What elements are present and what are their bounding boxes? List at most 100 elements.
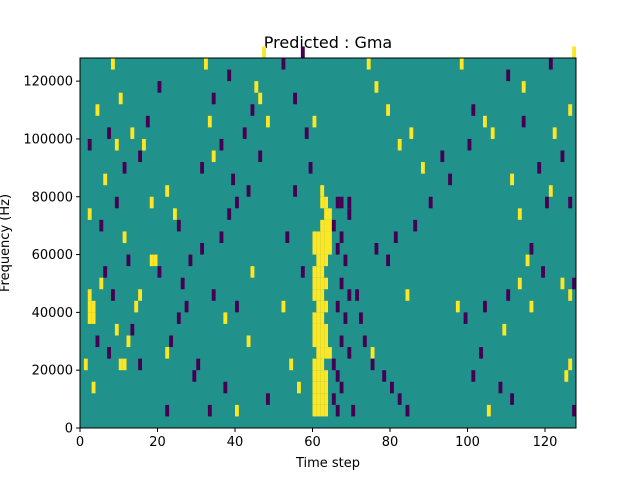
heatmap-cell <box>227 69 232 82</box>
heatmap-cell <box>455 300 460 313</box>
y-tick-label: 40000 <box>32 306 73 321</box>
heatmap-cell <box>87 208 92 220</box>
heatmap-cell <box>521 115 526 128</box>
heatmap-cell <box>300 46 305 58</box>
heatmap-cell <box>122 358 127 371</box>
heatmap-cell <box>386 104 391 116</box>
heatmap-cell <box>324 277 329 290</box>
heatmap-cell <box>180 277 185 290</box>
heatmap-cell <box>107 347 112 359</box>
heatmap-cell <box>316 289 321 301</box>
heatmap-cell <box>316 358 321 371</box>
heatmap-cell <box>320 300 325 313</box>
heatmap-cell <box>114 138 119 151</box>
x-axis-label: Time step <box>295 456 360 471</box>
heatmap-cell <box>548 58 553 70</box>
heatmap-cell <box>510 393 515 405</box>
heatmap-cell <box>382 370 387 382</box>
heatmap-cell <box>293 185 298 197</box>
heatmap-cell <box>324 335 329 348</box>
heatmap-cell <box>207 115 212 128</box>
heatmap-cell <box>138 289 143 301</box>
heatmap-cell <box>428 196 433 209</box>
heatmap-cell <box>568 104 573 116</box>
y-tick-label: 0 <box>65 422 73 437</box>
heatmap-cell <box>95 335 100 348</box>
heatmap-cell <box>471 370 476 382</box>
chart-title: Predicted : Gma <box>264 33 392 52</box>
heatmap-cell <box>467 138 472 151</box>
heatmap-cell <box>169 335 174 348</box>
heatmap-cell <box>138 358 143 371</box>
heatmap-cell <box>320 219 325 232</box>
heatmap-cell <box>324 243 329 255</box>
heatmap-cell <box>413 219 418 232</box>
heatmap-cell <box>320 393 325 405</box>
heatmap-cell <box>231 173 236 186</box>
heatmap-cell <box>304 127 309 139</box>
heatmap-cell <box>320 347 325 359</box>
heatmap-cell <box>312 243 317 255</box>
heatmap-cell <box>316 381 321 394</box>
heatmap-cell <box>293 92 298 105</box>
heatmap-cell <box>312 370 317 382</box>
heatmap-cell <box>386 254 391 267</box>
heatmap-cell <box>320 196 325 209</box>
heatmap-cell <box>312 266 317 278</box>
heatmap-cell <box>498 381 503 394</box>
heatmap-cell <box>355 289 360 301</box>
heatmap-cell <box>320 243 325 255</box>
heatmap-cell <box>459 58 464 70</box>
heatmap-cell <box>510 173 515 186</box>
heatmap-cell <box>87 312 92 324</box>
heatmap-cell <box>541 266 546 278</box>
heatmap-cell <box>320 231 325 243</box>
heatmap-cell <box>548 185 553 197</box>
heatmap-cell <box>502 323 507 336</box>
heatmap-cell <box>324 254 329 267</box>
heatmap-cell <box>320 289 325 301</box>
heatmap-cell <box>211 289 216 301</box>
heatmap-cell <box>339 231 344 243</box>
y-axis-label: Frequency (Hz) <box>0 194 13 292</box>
heatmap-cell <box>405 404 410 417</box>
heatmap-cell <box>320 404 325 417</box>
heatmap-cell <box>235 300 239 313</box>
heatmap-cell <box>196 358 201 371</box>
heatmap-cell <box>312 404 317 417</box>
x-tick-label: 40 <box>227 435 244 450</box>
heatmap-cell <box>107 127 112 139</box>
heatmap-cell <box>173 208 177 220</box>
heatmap-cell <box>114 196 119 209</box>
y-tick-label: 120000 <box>23 75 73 90</box>
heatmap-cell <box>393 231 398 243</box>
heatmap-cell <box>529 300 534 313</box>
heatmap-cell <box>87 300 92 313</box>
heatmap-cell <box>324 231 329 243</box>
heatmap-cell <box>157 266 162 278</box>
heatmap-cell <box>200 243 205 255</box>
heatmap-cell <box>347 208 352 220</box>
heatmap-cell <box>95 104 100 116</box>
heatmap-cell <box>227 208 232 220</box>
heatmap-cell <box>316 277 321 290</box>
heatmap-cell <box>370 347 375 359</box>
heatmap-cell <box>250 266 255 278</box>
heatmap-cell <box>339 381 344 394</box>
x-tick-label: 0 <box>76 435 84 450</box>
heatmap-cell <box>266 393 270 405</box>
heatmap-cell <box>374 81 379 93</box>
heatmap-cell <box>320 312 325 324</box>
heatmap-cell <box>347 289 352 301</box>
heatmap-cell <box>560 150 565 163</box>
y-axis: 0 20000 40000 60000 80000 100000 120000 <box>23 75 80 437</box>
heatmap-cell <box>87 138 92 151</box>
heatmap-cell <box>320 277 325 290</box>
heatmap-cell <box>506 289 511 301</box>
heatmap-cell <box>126 335 131 348</box>
heatmap-cell <box>328 219 332 232</box>
heatmap-cell <box>165 185 170 197</box>
x-tick-label: 80 <box>382 435 399 450</box>
heatmap-cell <box>483 115 487 128</box>
heatmap-cell <box>448 173 453 186</box>
